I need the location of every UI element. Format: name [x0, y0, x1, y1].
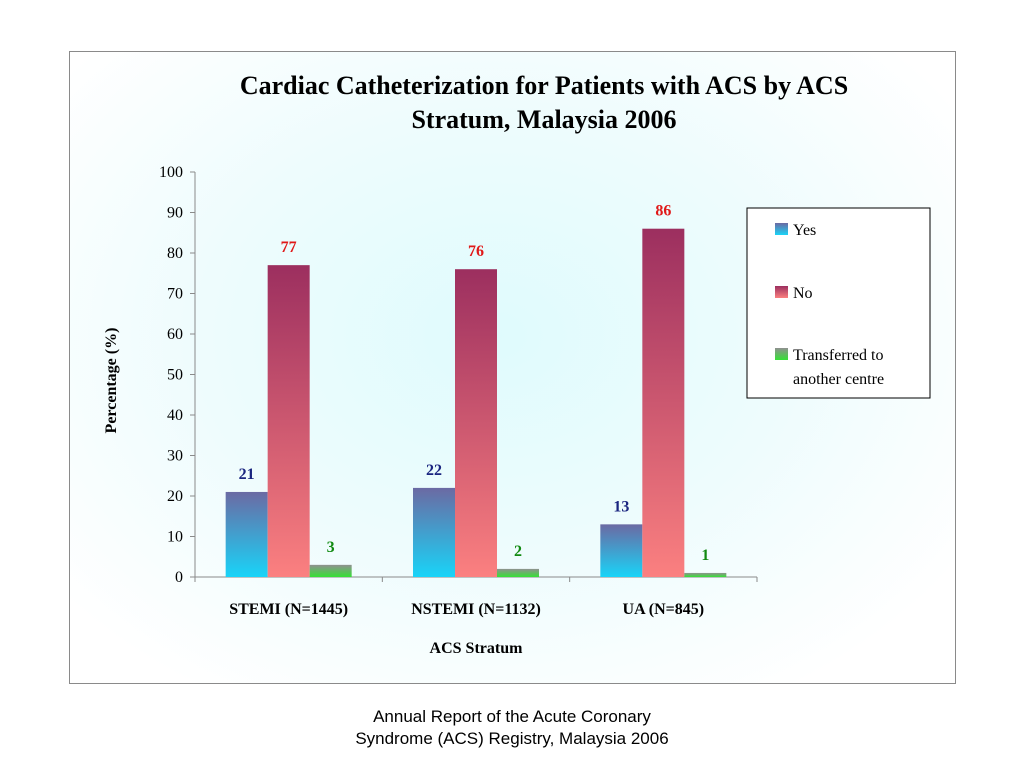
bar-yes — [413, 487, 455, 577]
y-tick-label: 70 — [167, 286, 183, 303]
data-label: 3 — [327, 539, 335, 556]
chart-legend: Yes No Transferred to another centre — [746, 207, 931, 399]
y-tick-label: 80 — [167, 245, 183, 262]
legend-box — [746, 207, 931, 399]
data-label: 22 — [426, 462, 442, 479]
y-tick-label: 20 — [167, 488, 183, 505]
chart-title-line: Cardiac Catheterization for Patients wit… — [240, 71, 848, 100]
x-category-label: UA (N=845) — [623, 601, 705, 618]
chart-axes: 0 10 20 30 40 50 60 70 80 90 100 STEMI (N=1445) NSTE… — [103, 164, 758, 657]
bar-no — [642, 228, 685, 577]
bar-transferred — [309, 564, 352, 577]
data-label: 2 — [514, 543, 522, 560]
y-axis-title: Percentage (%) — [103, 328, 120, 434]
bar-no — [455, 269, 497, 577]
y-tick-label: 100 — [159, 164, 183, 181]
data-label: 86 — [655, 203, 671, 220]
source-caption: Annual Report of the Acute Coronary Synd… — [0, 706, 1024, 750]
x-axis-title: ACS Stratum — [430, 640, 524, 657]
legend-swatch-yes — [775, 223, 788, 235]
legend-label: Yes — [793, 222, 816, 239]
bar-transferred — [497, 568, 539, 577]
bar-no — [267, 265, 310, 577]
legend-label: No — [793, 285, 813, 302]
data-label: 76 — [468, 243, 484, 260]
caption-line-2: Syndrome (ACS) Registry, Malaysia 2006 — [355, 729, 669, 748]
y-tick-label: 0 — [175, 569, 183, 586]
chart-title: Cardiac Catheterization for Patients wit… — [240, 71, 848, 134]
chart-frame: Cardiac Catheterization for Patients wit… — [69, 51, 956, 684]
legend-label: Transferred to — [793, 347, 884, 364]
y-tick-label: 90 — [167, 205, 183, 222]
x-category-label: STEMI (N=1445) — [229, 601, 348, 618]
bar-yes — [225, 491, 268, 577]
data-label: 13 — [613, 498, 629, 515]
y-tick-label: 60 — [167, 326, 183, 343]
bar-transferred — [684, 572, 727, 577]
y-tick-label: 30 — [167, 448, 183, 465]
data-label: 21 — [239, 466, 255, 483]
chart-data-labels: 21 77 3 22 76 2 13 86 1 — [239, 203, 710, 564]
legend-swatch-no — [775, 286, 788, 298]
x-category-label: NSTEMI (N=1132) — [411, 601, 541, 618]
bar-yes — [600, 524, 643, 577]
y-tick-label: 40 — [167, 407, 183, 424]
y-tick-label: 10 — [167, 529, 183, 546]
chart-bars — [225, 228, 727, 577]
bar-chart: Cardiac Catheterization for Patients wit… — [103, 71, 931, 657]
legend-label: another centre — [793, 371, 884, 388]
data-label: 77 — [281, 239, 297, 256]
legend-swatch-transferred — [775, 348, 788, 360]
chart-title-line: Stratum, Malaysia 2006 — [411, 105, 676, 134]
y-tick-label: 50 — [167, 367, 183, 384]
data-label: 1 — [701, 547, 709, 564]
caption-line-1: Annual Report of the Acute Coronary — [373, 707, 651, 726]
